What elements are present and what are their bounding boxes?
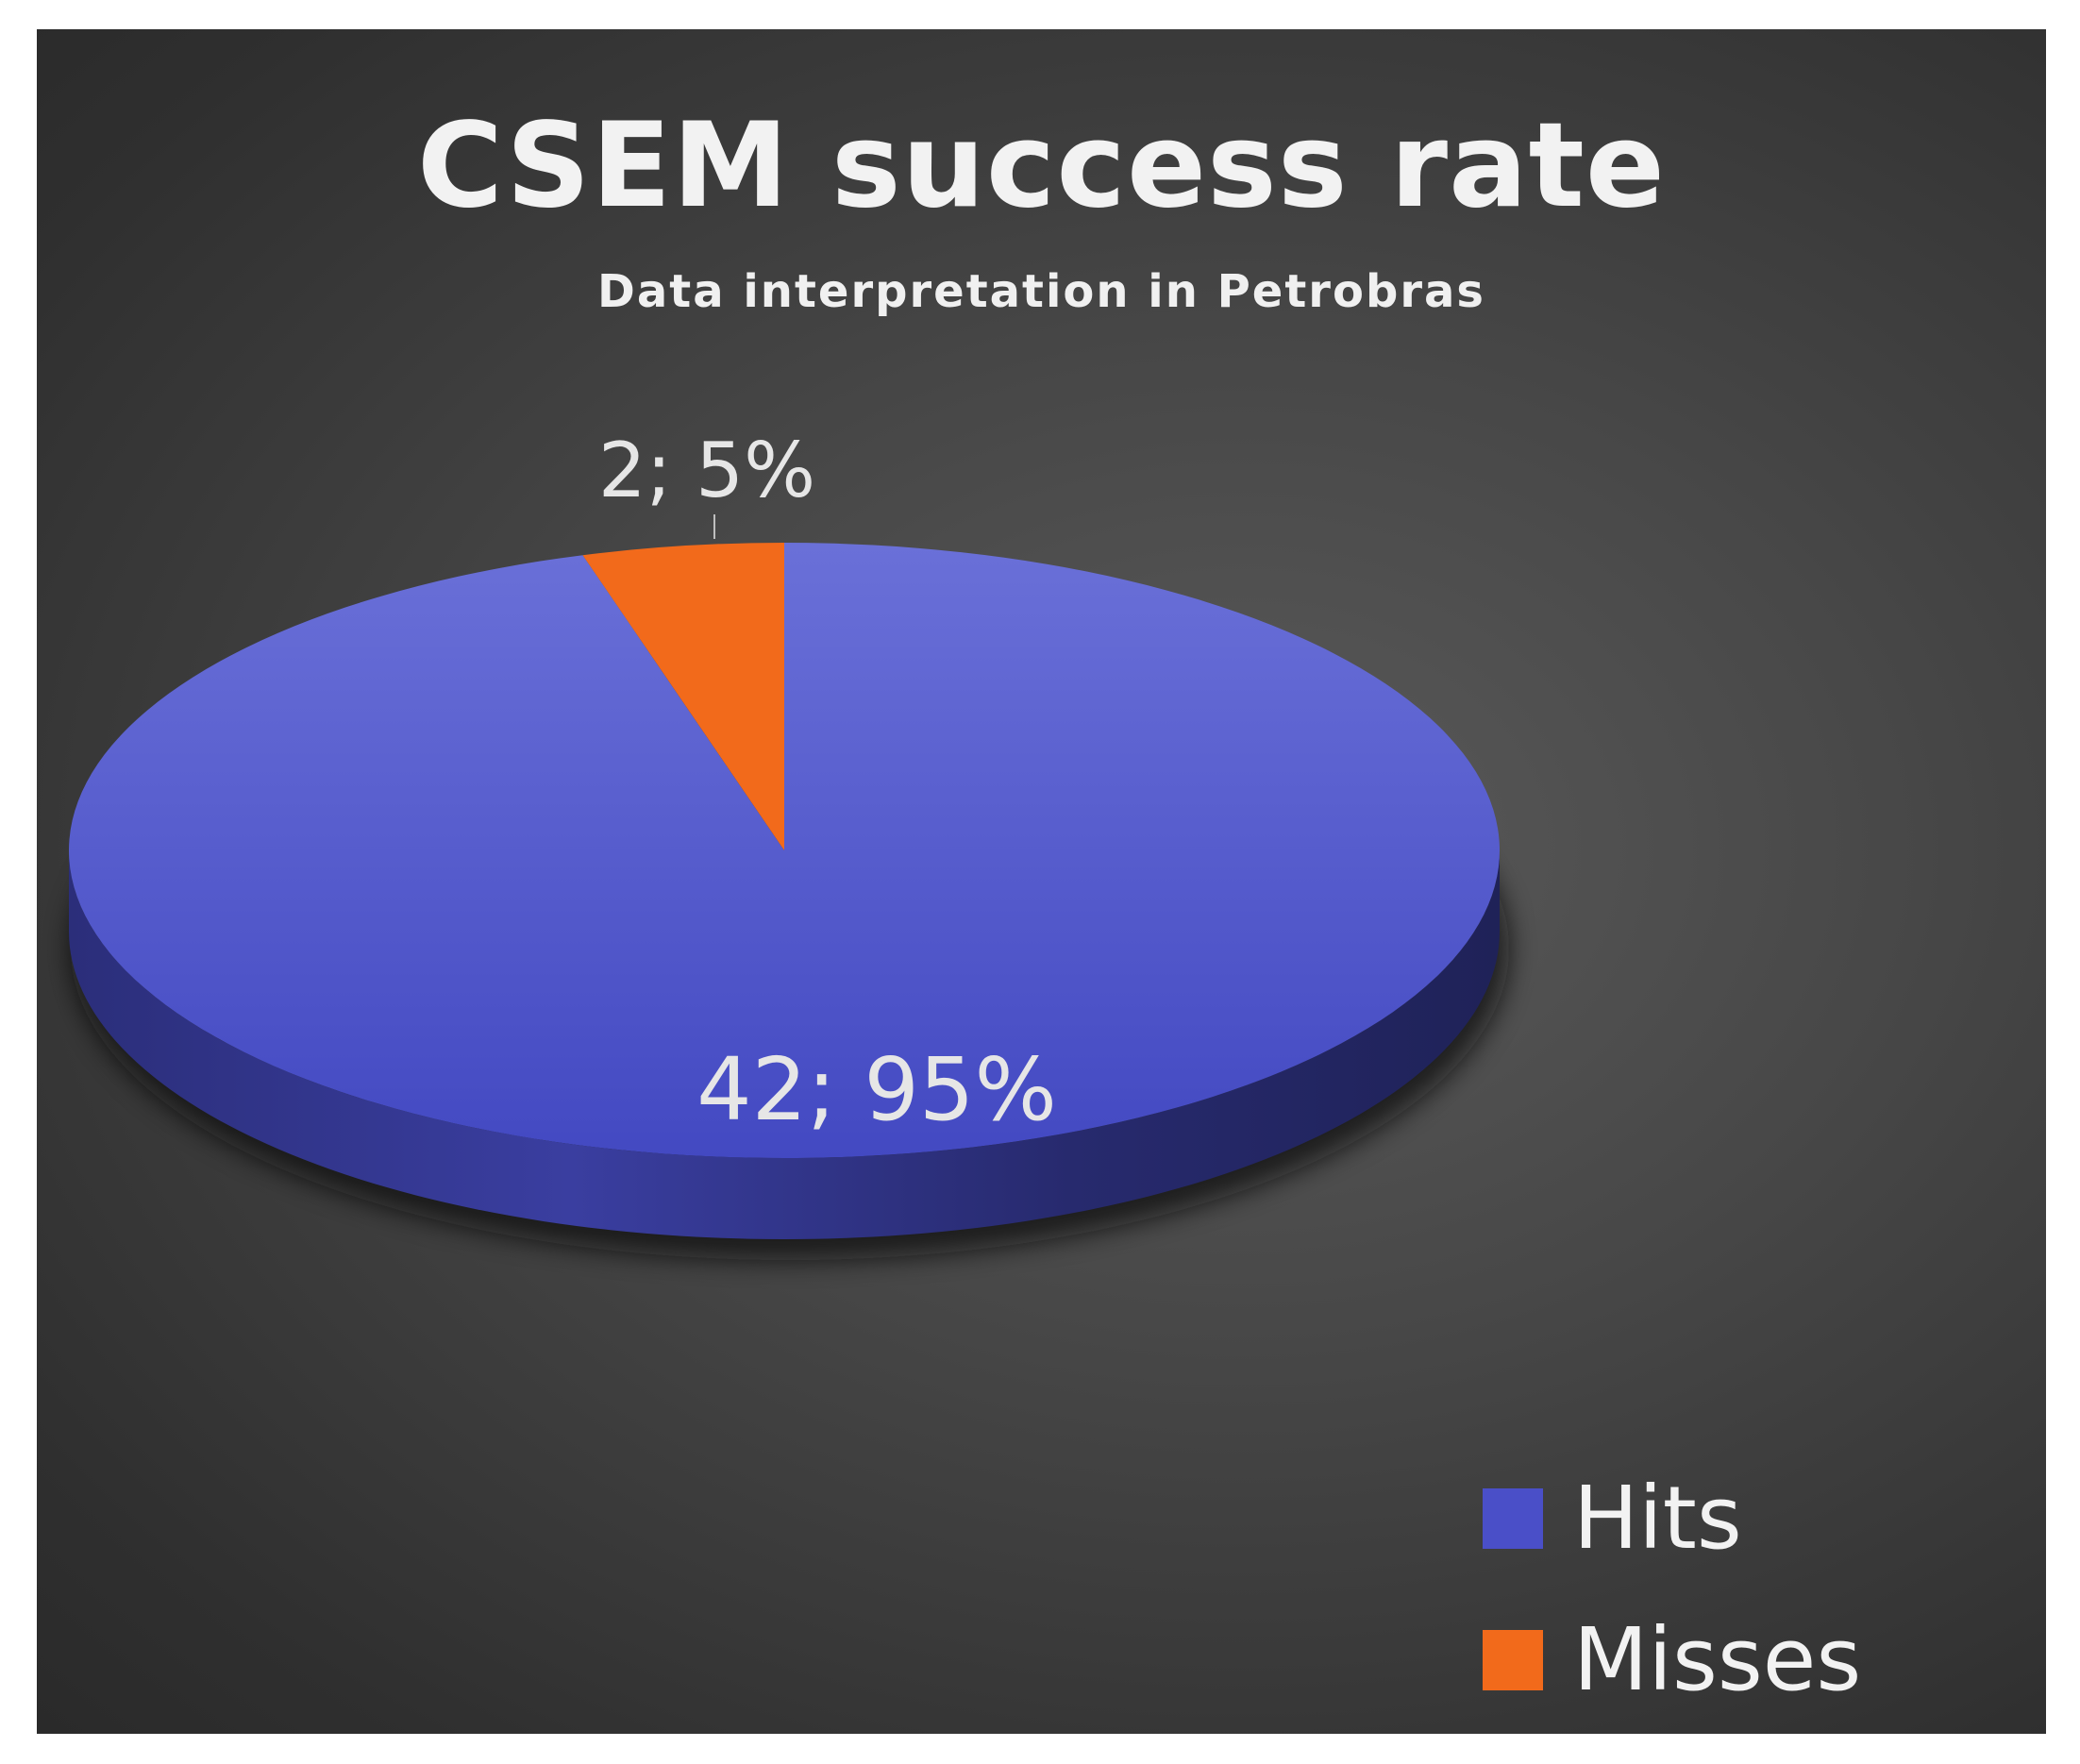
pie-chart: 42; 95% 2; 5% [68, 427, 1509, 1260]
chart-subtitle: Data interpretation in Petrobras [597, 265, 1485, 318]
legend-label-misses: Misses [1573, 1609, 1862, 1710]
legend-item-hits: Hits [1483, 1448, 1861, 1589]
legend-swatch-hits [1483, 1488, 1543, 1549]
chart-title: CSEM success rate [416, 98, 1667, 234]
chart-frame: 42; 95% 2; 5% CSEM success rate Data inte… [37, 29, 2046, 1734]
pie-slice-hits [68, 543, 1500, 1159]
data-label-hits: 42; 95% [696, 1039, 1057, 1140]
legend-item-misses: Misses [1483, 1589, 1861, 1731]
pie-slice-misses [582, 543, 784, 850]
legend-swatch-misses [1483, 1630, 1543, 1690]
pie-side-wall-hits [69, 850, 1500, 1239]
data-label-misses: 2; 5% [598, 427, 815, 514]
chart-legend: Hits Misses [1483, 1448, 1861, 1731]
legend-label-hits: Hits [1573, 1468, 1742, 1569]
